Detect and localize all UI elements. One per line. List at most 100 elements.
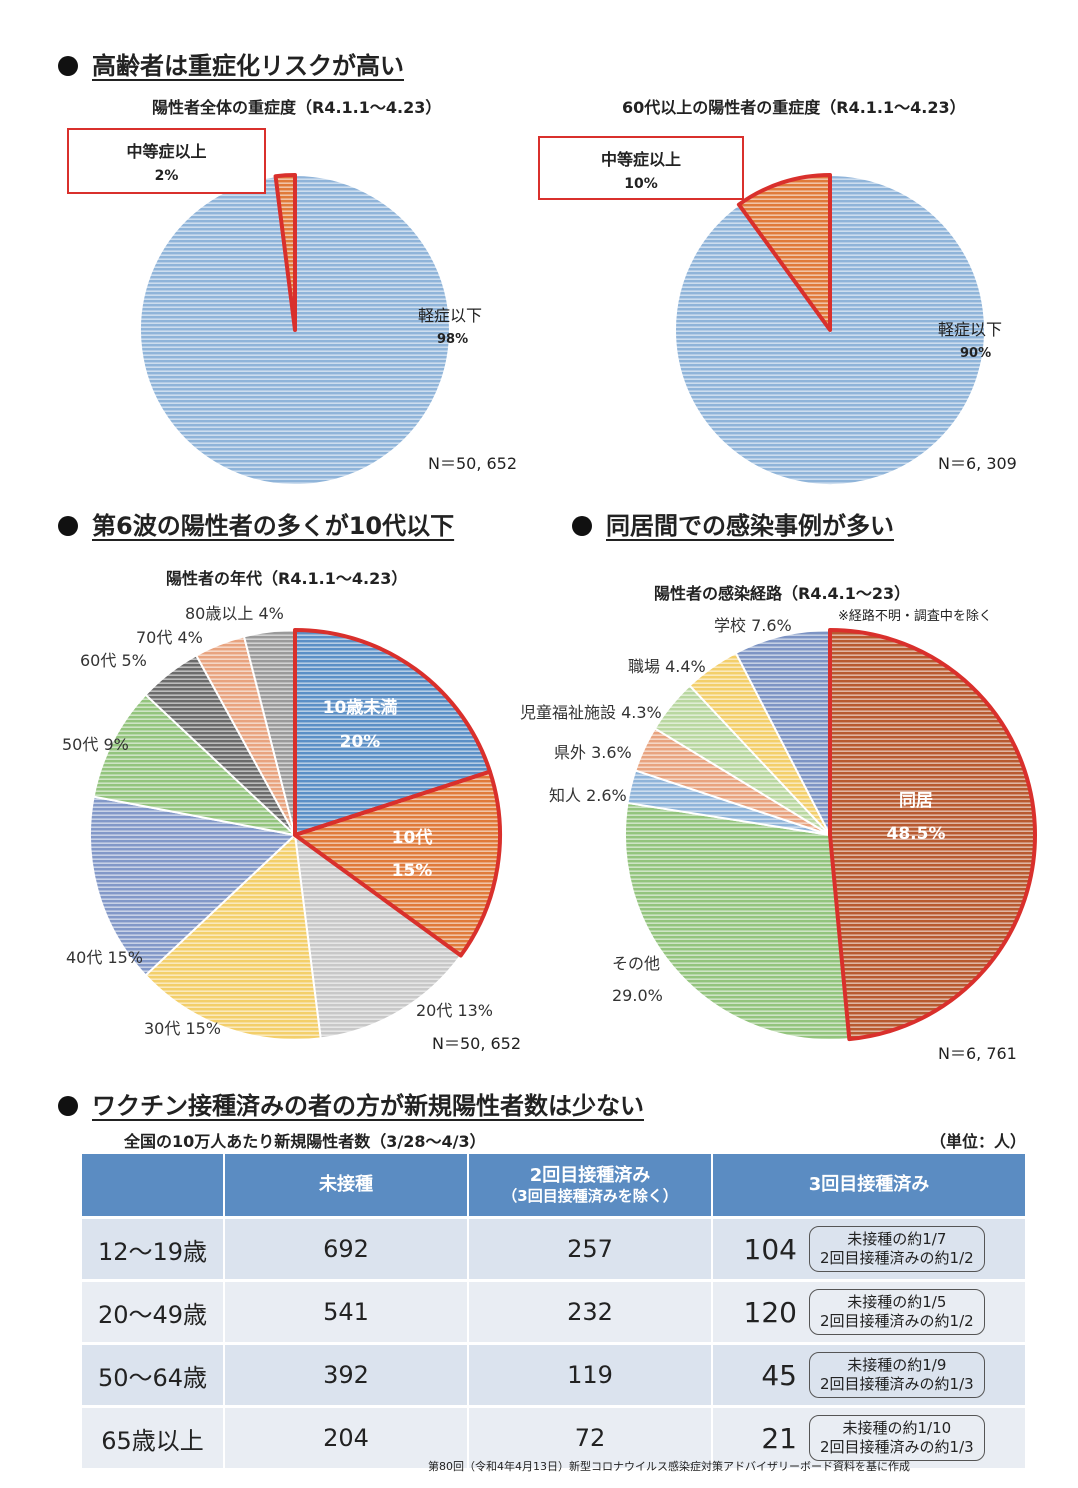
slice-label-age-3: 30代 15% bbox=[144, 1019, 221, 1038]
slice-texture bbox=[295, 771, 501, 956]
vaccine-table: 未接種 2回目接種済み （3回目接種済みを除く） 3回目接種済み 12～19歳 6… bbox=[82, 1154, 1027, 1468]
slice-label-age-4: 40代 15% bbox=[66, 948, 143, 967]
ratio-vs-dose2: 2回目接種済みの約1/2 bbox=[820, 1249, 974, 1267]
slice-label-age-8: 80歳以上 4% bbox=[185, 604, 284, 623]
callout-label: 中等症以上 bbox=[600, 150, 681, 169]
pie-route bbox=[624, 628, 1037, 1042]
dose3-value: 45 bbox=[761, 1358, 797, 1392]
value-mild-60plus: 90% bbox=[960, 346, 992, 361]
slice-value-household: 48.5% bbox=[887, 824, 946, 844]
slice-label-household: 同居 bbox=[899, 791, 933, 811]
slice-label-route-6: 学校 7.6% bbox=[714, 616, 792, 635]
slice-texture bbox=[635, 728, 830, 835]
chart-title-severity-all: 陽性者全体の重症度（R4.1.1～4.23） bbox=[152, 98, 442, 117]
ratio-vs-unvaccinated: 未接種の約1/10 bbox=[842, 1419, 952, 1438]
pie-severity-60plus bbox=[674, 173, 986, 486]
ratio-vs-unvaccinated: 未接種の約1/7 bbox=[847, 1230, 947, 1249]
header-age bbox=[82, 1154, 225, 1218]
cell-dose2: 232 bbox=[468, 1279, 713, 1344]
bullet-icon bbox=[58, 1096, 78, 1116]
slice-label-route-4: 児童福祉施設 4.3% bbox=[520, 703, 662, 722]
pie-severity-all bbox=[139, 173, 451, 486]
label-mild-60plus: 軽症以下 bbox=[938, 320, 1003, 339]
section-heading-route: 同居間での感染事例が多い bbox=[572, 506, 894, 541]
highlight-outline bbox=[273, 173, 297, 332]
table-row: 20～49歳 541 232 120 未接種の約1/5 2回目接種済みの約1/2 bbox=[82, 1279, 1027, 1344]
slice-value-other: 29.0% bbox=[612, 986, 663, 1005]
chart-title-age: 陽性者の年代（R4.1.1～4.23） bbox=[166, 569, 408, 588]
n-count-route: N＝6, 761 bbox=[938, 1044, 1017, 1063]
source-note: 第80回（令和4年4月13日）新型コロナウイルス感染症対策アドバイザリーボード資… bbox=[428, 1460, 910, 1473]
slice-texture bbox=[90, 796, 295, 976]
slice-texture bbox=[689, 652, 830, 835]
slice-label-route-3: 県外 3.6% bbox=[554, 743, 632, 762]
header-unvaccinated: 未接種 bbox=[224, 1154, 469, 1218]
label-mild-all: 軽症以下 bbox=[418, 306, 483, 325]
bullet-icon bbox=[58, 56, 78, 76]
slice-texture bbox=[145, 835, 321, 1040]
slice-value-teens: 15% bbox=[392, 861, 433, 881]
cell-dose2: 72 bbox=[468, 1405, 713, 1468]
highlight-outline bbox=[293, 628, 492, 837]
callout-value: 10% bbox=[624, 176, 658, 192]
value-mild-all: 98% bbox=[437, 332, 469, 347]
slice-label-other: その他 bbox=[612, 954, 660, 973]
slice-texture bbox=[145, 655, 295, 835]
highlight-outline bbox=[293, 769, 502, 958]
ratio-vs-dose2: 2回目接種済みの約1/3 bbox=[820, 1375, 974, 1393]
chart-title-severity-60plus: 60代以上の陽性者の重症度（R4.1.1～4.23） bbox=[622, 98, 966, 117]
bullet-icon bbox=[58, 516, 78, 536]
cell-dose3: 45 未接種の約1/9 2回目接種済みの約1/3 bbox=[712, 1342, 1027, 1407]
highlight-outline bbox=[736, 173, 832, 332]
table-unit: （単位：人） bbox=[930, 1132, 1027, 1151]
slice-label-route-2: 知人 2.6% bbox=[549, 786, 627, 805]
cell-age: 65歳以上 bbox=[82, 1405, 225, 1468]
cell-dose3: 104 未接種の約1/7 2回目接種済みの約1/2 bbox=[712, 1216, 1027, 1281]
dose3-value: 104 bbox=[743, 1232, 797, 1266]
slice-texture bbox=[735, 630, 830, 835]
section-heading-vaccine: ワクチン接種済みの者の方が新規陽性者数は少ない bbox=[58, 1086, 644, 1121]
slice-texture bbox=[830, 630, 1036, 1040]
callout-value: 2% bbox=[154, 168, 179, 184]
callout-severe-60plus: 中等症以上 10% bbox=[538, 136, 744, 200]
ratio-vs-unvaccinated: 未接種の約1/9 bbox=[847, 1356, 947, 1375]
ratio-vs-dose2: 2回目接種済みの約1/2 bbox=[820, 1312, 974, 1330]
dose3-ratio-note: 未接種の約1/10 2回目接種済みの約1/3 bbox=[809, 1415, 985, 1461]
chart-title-route: 陽性者の感染経路（R4.4.1～23） bbox=[654, 584, 911, 603]
table-row: 65歳以上 204 72 21 未接種の約1/10 2回目接種済みの約1/3 bbox=[82, 1405, 1027, 1468]
slice-label-age-2: 20代 13% bbox=[416, 1001, 493, 1020]
cell-age: 20～49歳 bbox=[82, 1279, 225, 1344]
cell-dose3: 21 未接種の約1/10 2回目接種済みの約1/3 bbox=[712, 1405, 1027, 1468]
slice-texture bbox=[244, 630, 295, 835]
bullet-icon bbox=[572, 516, 592, 536]
header-dose2: 2回目接種済み （3回目接種済みを除く） bbox=[468, 1154, 713, 1218]
highlight-outline bbox=[828, 628, 1037, 1042]
cell-dose3: 120 未接種の約1/5 2回目接種済みの約1/2 bbox=[712, 1279, 1027, 1344]
cell-unvaccinated: 692 bbox=[224, 1216, 469, 1281]
callout-label: 中等症以上 bbox=[126, 142, 207, 161]
n-count-age: N＝50, 652 bbox=[432, 1034, 522, 1053]
callout-severe-all: 中等症以上 2% bbox=[67, 128, 266, 194]
n-count-severity-60plus: N＝6, 309 bbox=[938, 454, 1017, 473]
slice-label-under10: 10歳未満 bbox=[323, 697, 398, 718]
slice-texture bbox=[654, 685, 830, 835]
cell-unvaccinated: 392 bbox=[224, 1342, 469, 1407]
slice-texture bbox=[738, 175, 830, 330]
pie-age bbox=[89, 628, 502, 1041]
slice-label-route-5: 職場 4.4% bbox=[628, 657, 706, 676]
table-header-row: 未接種 2回目接種済み （3回目接種済みを除く） 3回目接種済み bbox=[82, 1154, 1027, 1218]
header-dose2-label: 2回目接種済み bbox=[529, 1165, 651, 1187]
cell-age: 50～64歳 bbox=[82, 1342, 225, 1407]
slice-texture bbox=[295, 835, 461, 1039]
ratio-vs-dose2: 2回目接種済みの約1/3 bbox=[820, 1438, 974, 1456]
dose3-value: 21 bbox=[761, 1421, 797, 1455]
chart-note-route: ※経路不明・調査中を除く bbox=[838, 609, 992, 624]
dose3-value: 120 bbox=[743, 1295, 797, 1329]
table-row: 12～19歳 692 257 104 未接種の約1/7 2回目接種済みの約1/2 bbox=[82, 1216, 1027, 1281]
table-row: 50～64歳 392 119 45 未接種の約1/9 2回目接種済みの約1/3 bbox=[82, 1342, 1027, 1407]
section-heading-severity: 高齢者は重症化リスクが高い bbox=[58, 46, 404, 81]
slice-texture bbox=[295, 630, 490, 835]
slice-texture bbox=[93, 694, 296, 835]
cell-unvaccinated: 541 bbox=[224, 1279, 469, 1344]
